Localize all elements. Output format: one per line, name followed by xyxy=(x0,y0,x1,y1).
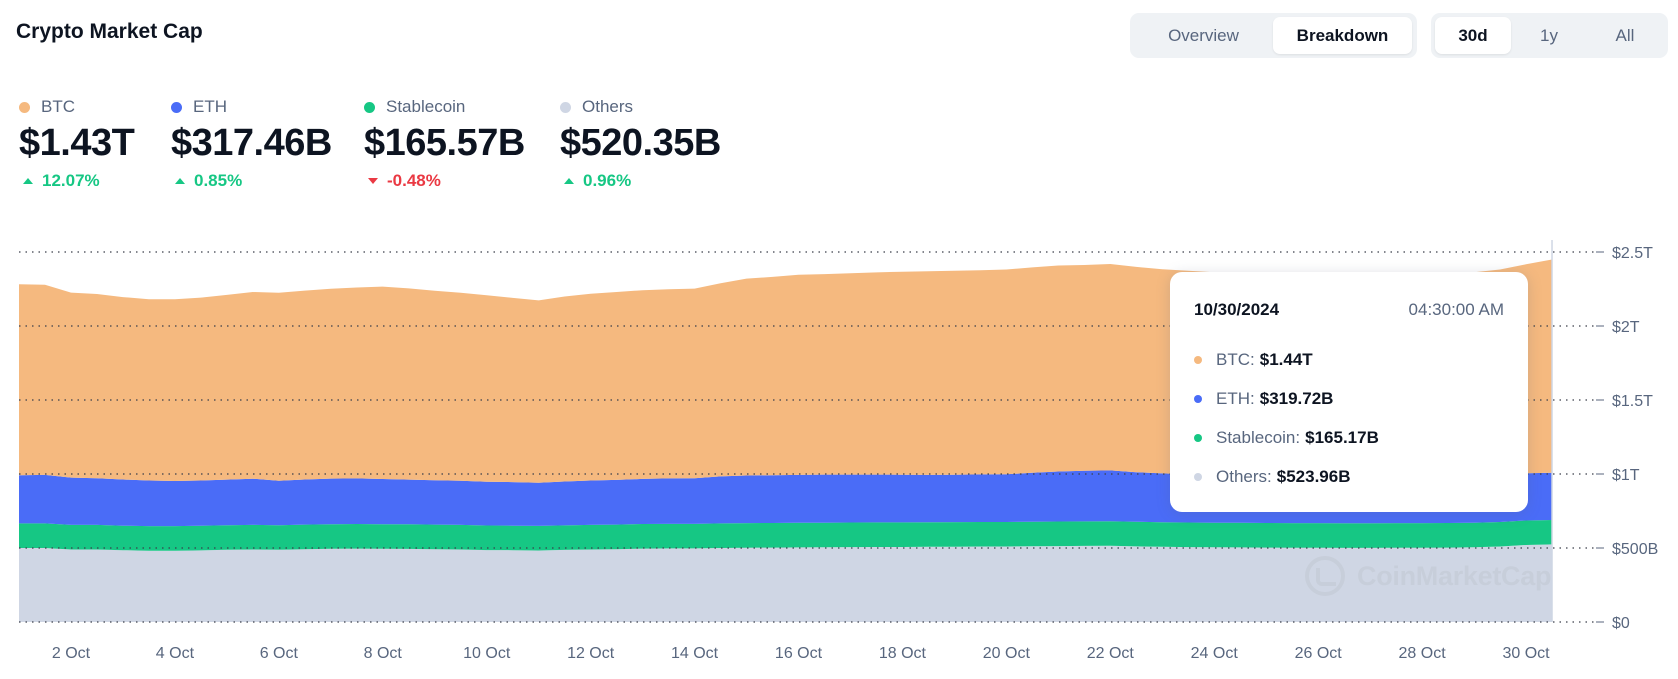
y-tick-label: $1T xyxy=(1612,467,1640,484)
x-tick-label: 12 Oct xyxy=(567,645,615,662)
stablecoin-dot xyxy=(364,101,375,113)
tooltip-label: BTC: xyxy=(1216,349,1255,369)
stat-change: 0.85% xyxy=(171,171,332,191)
change-value: 12.07% xyxy=(42,171,100,190)
chart-tooltip: 10/30/2024 04:30:00 AM BTC: $1.44T ETH: $3… xyxy=(1170,272,1528,512)
x-tick-label: 8 Oct xyxy=(364,645,403,662)
others-dot xyxy=(1194,472,1202,481)
tooltip-label: Others: xyxy=(1216,466,1272,486)
stat-btc: BTC $1.43T 12.07% xyxy=(19,96,135,191)
tooltip-row-others: Others: $523.96B xyxy=(1194,457,1504,496)
stat-change: -0.48% xyxy=(364,171,525,191)
triangle-up-icon xyxy=(23,178,33,184)
tooltip-value: $319.72B xyxy=(1259,388,1334,408)
area-stablecoin xyxy=(19,520,1552,551)
area-eth xyxy=(19,470,1552,527)
area-btc xyxy=(19,259,1552,483)
stat-value: $520.35B xyxy=(560,122,721,164)
y-tick-label: $500B xyxy=(1612,541,1658,558)
watermark-text: CoinMarketCap xyxy=(1357,560,1552,591)
btc-dot xyxy=(1194,355,1202,364)
change-value: -0.48% xyxy=(387,171,441,190)
change-value: 0.96% xyxy=(583,171,632,190)
stat-value: $165.57B xyxy=(364,122,525,164)
y-tick-label: $1.5T xyxy=(1612,393,1653,410)
triangle-up-icon xyxy=(175,178,185,184)
stat-change: 0.96% xyxy=(560,171,721,191)
y-tick-label: $2T xyxy=(1612,319,1640,336)
stablecoin-dot xyxy=(1194,433,1202,442)
range-toggle: 30d 1y All xyxy=(1431,13,1668,58)
x-tick-label: 14 Oct xyxy=(671,645,719,662)
stat-others: Others $520.35B 0.96% xyxy=(560,96,721,191)
x-tick-label: 4 Oct xyxy=(156,645,195,662)
range-all-button[interactable]: All xyxy=(1615,25,1635,45)
view-toggle: Overview Breakdown xyxy=(1130,13,1417,58)
triangle-down-icon xyxy=(368,178,378,184)
change-value: 0.85% xyxy=(194,171,243,190)
x-tick-label: 24 Oct xyxy=(1191,645,1239,662)
area-others xyxy=(19,544,1552,622)
stat-label: ETH xyxy=(193,97,227,116)
x-tick-label: 20 Oct xyxy=(983,645,1031,662)
others-dot xyxy=(560,101,571,113)
coinmarketcap-logo-icon xyxy=(1305,556,1345,596)
stat-label: Others xyxy=(582,97,634,116)
y-tick-label: $0 xyxy=(1612,615,1630,632)
tooltip-time: 04:30:00 AM xyxy=(1408,300,1504,319)
tooltip-value: $1.44T xyxy=(1259,349,1313,369)
coinmarketcap-watermark: CoinMarketCap xyxy=(1305,556,1551,596)
tooltip-row-btc: BTC: $1.44T xyxy=(1194,340,1504,379)
x-tick-label: 28 Oct xyxy=(1399,645,1447,662)
tooltip-value: $165.17B xyxy=(1305,427,1379,447)
x-tick-label: 10 Oct xyxy=(463,645,511,662)
tooltip-row-stablecoin: Stablecoin: $165.17B xyxy=(1194,418,1504,457)
tab-breakdown[interactable]: Breakdown xyxy=(1273,17,1412,54)
tooltip-date: 10/30/2024 xyxy=(1194,300,1280,319)
x-tick-label: 18 Oct xyxy=(879,645,927,662)
x-tick-label: 30 Oct xyxy=(1502,645,1550,662)
stat-eth: ETH $317.46B 0.85% xyxy=(171,96,332,191)
eth-dot xyxy=(1194,394,1202,403)
stat-value: $1.43T xyxy=(19,122,135,164)
stat-stablecoin: Stablecoin $165.57B -0.48% xyxy=(364,96,525,191)
tooltip-value: $523.96B xyxy=(1276,466,1351,486)
stat-label: Stablecoin xyxy=(386,97,466,116)
x-tick-label: 2 Oct xyxy=(52,645,91,662)
triangle-up-icon xyxy=(564,178,574,184)
tooltip-row-eth: ETH: $319.72B xyxy=(1194,379,1504,418)
x-tick-label: 26 Oct xyxy=(1295,645,1343,662)
x-tick-label: 6 Oct xyxy=(260,645,299,662)
eth-dot xyxy=(171,101,182,113)
tooltip-label: ETH: xyxy=(1216,388,1255,408)
range-30d-button[interactable]: 30d xyxy=(1435,17,1511,54)
x-tick-label: 16 Oct xyxy=(775,645,823,662)
stat-change: 12.07% xyxy=(19,171,134,191)
y-tick-label: $2.5T xyxy=(1612,245,1653,262)
area-series-group xyxy=(19,259,1552,622)
tooltip-label: Stablecoin: xyxy=(1216,427,1301,447)
page-title: Crypto Market Cap xyxy=(16,20,203,43)
stat-label: BTC xyxy=(41,97,75,116)
tab-overview[interactable]: Overview xyxy=(1168,25,1239,45)
x-tick-label: 22 Oct xyxy=(1087,645,1135,662)
range-1y-button[interactable]: 1y xyxy=(1540,25,1558,45)
btc-dot xyxy=(19,101,30,113)
stat-value: $317.46B xyxy=(171,122,332,164)
